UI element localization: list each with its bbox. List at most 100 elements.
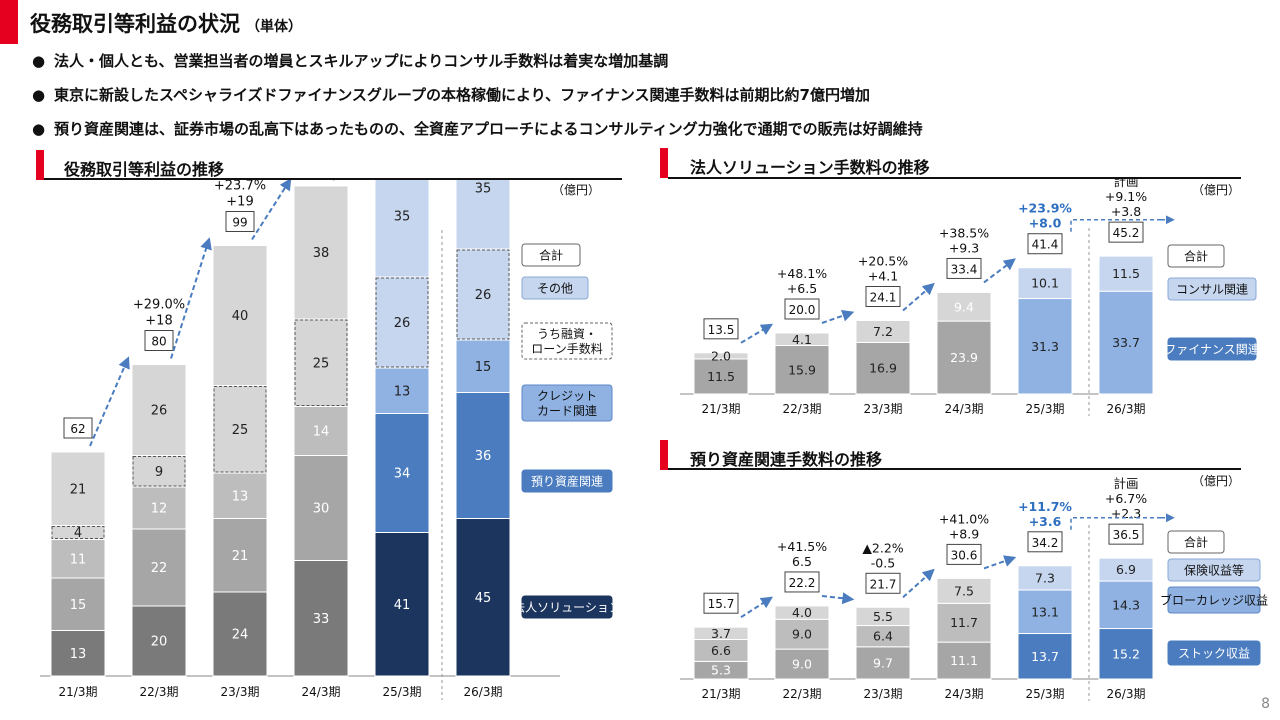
page-number: 8	[1261, 696, 1270, 712]
legend-box	[1167, 244, 1225, 268]
growth-label: 計画	[1113, 178, 1138, 189]
segment-label: 25	[232, 423, 249, 438]
bar-segment	[455, 392, 511, 519]
growth-label: +9.1%	[1105, 189, 1147, 204]
segment-label: 4	[74, 526, 82, 541]
total-box	[1027, 233, 1063, 255]
growth-label: +2.3	[1111, 506, 1141, 521]
growth-arrow	[740, 596, 774, 619]
legend-label: ストック収益	[1178, 647, 1250, 661]
growth-arrow	[821, 310, 855, 324]
bullet-text: 預り資産関連は、証券市場の乱高下はあったものの、全資産アプローチによるコンサルテ…	[54, 120, 923, 138]
segment-label: 45	[475, 591, 492, 606]
bottom-right-chart: 5.3 6.6 3.7 15.7 21/3期 9.0 9.0 4.0 22.2 22/3期 9.7 6…	[680, 474, 1268, 701]
bar-segment	[374, 413, 430, 533]
legend-label: カード関連	[537, 404, 597, 418]
total-box	[784, 571, 820, 593]
growth-label: +8.0	[1029, 216, 1062, 231]
overlay-dashed-segment	[294, 319, 348, 406]
legend-label: クレジット	[537, 389, 597, 403]
segment-label: 13.1	[1031, 604, 1059, 619]
total-label: 13.5	[708, 323, 735, 337]
bar-segment	[374, 532, 430, 677]
category-label: 23/3期	[864, 687, 903, 701]
growth-arrow	[740, 323, 774, 344]
legend-box	[521, 384, 613, 422]
segment-label: 30	[313, 502, 330, 517]
total-box	[1108, 523, 1144, 545]
bar-segment	[1017, 565, 1073, 591]
bar-segment	[693, 358, 749, 395]
legend-label: コンサル関連	[1176, 283, 1248, 297]
segment-label: 12	[151, 502, 168, 517]
category-label: 25/3期	[1026, 687, 1065, 701]
bar-segment	[936, 320, 992, 395]
category-label: 24/3期	[302, 685, 341, 699]
bar-segment	[774, 605, 830, 620]
segment-label: 16.9	[869, 361, 897, 376]
legend-box	[1167, 337, 1257, 361]
bar-segment	[374, 276, 430, 369]
unit-label: （億円）	[552, 183, 600, 197]
segment-label: 26	[151, 404, 168, 419]
segment-label: 25	[313, 356, 330, 371]
growth-arrow	[821, 592, 855, 605]
segment-label: 3.7	[711, 626, 731, 641]
bar-segment	[131, 528, 187, 607]
segment-label: 13	[394, 384, 411, 399]
segment-label: 6.9	[1116, 562, 1136, 577]
segment-label: 7.3	[1035, 570, 1055, 585]
segment-label: 35	[394, 209, 411, 224]
category-label: 23/3期	[221, 685, 260, 699]
total-box	[703, 592, 739, 614]
segment-label: 7.5	[954, 583, 974, 598]
bottom-right-chart-title: 預り資産関連手数料の推移	[690, 450, 883, 469]
segment-label: 4.1	[792, 332, 812, 347]
bar-segment	[855, 319, 911, 343]
segment-label: 41	[394, 598, 411, 613]
legend-box	[521, 595, 613, 619]
segment-label: 15	[70, 598, 87, 613]
bar-segment	[936, 641, 992, 680]
legend-box	[521, 243, 581, 267]
total-box	[1027, 531, 1063, 553]
bar-segment	[212, 518, 268, 593]
segment-label: 7.2	[873, 324, 893, 339]
section-accent-bar	[660, 440, 668, 470]
segment-label: 4.0	[792, 605, 812, 620]
plan-bracket	[1070, 517, 1161, 530]
category-label: 22/3期	[783, 687, 822, 701]
total-label: 36.5	[1113, 528, 1140, 542]
bar-segment	[1017, 298, 1073, 395]
growth-arrow	[983, 258, 1016, 284]
legend-box	[521, 276, 589, 300]
category-label: 21/3期	[59, 685, 98, 699]
overlay-dashed-segment	[456, 249, 510, 340]
legend-label: ブローカレッジ収益	[1160, 593, 1268, 608]
bar-segment	[936, 577, 992, 604]
category-label: 23/3期	[864, 402, 903, 416]
bar-segment	[293, 406, 349, 456]
growth-label: +9.3	[949, 240, 979, 255]
legend-box	[1167, 277, 1257, 301]
legend-label: その他	[537, 282, 573, 296]
bar-segment	[455, 339, 511, 393]
category-label: 26/3期	[1107, 402, 1146, 416]
section-underline	[668, 177, 1241, 179]
bar-segment	[774, 332, 830, 347]
unit-label: （億円）	[1192, 474, 1240, 488]
total-box	[1108, 221, 1144, 243]
category-label: 24/3期	[945, 402, 984, 416]
growth-arrow	[983, 555, 1017, 570]
bar-segment	[50, 630, 106, 677]
total-box	[225, 211, 255, 232]
segment-label: 11	[70, 552, 87, 567]
segment-label: 20	[151, 635, 168, 650]
growth-arrow	[89, 356, 130, 447]
total-label: 80	[151, 335, 166, 349]
legend-label: 合計	[1184, 249, 1208, 264]
legend-box	[1167, 530, 1225, 554]
overlay-dashed-segment	[213, 386, 267, 473]
bullet-mark: ●	[32, 86, 46, 104]
bar-segment	[455, 180, 511, 250]
